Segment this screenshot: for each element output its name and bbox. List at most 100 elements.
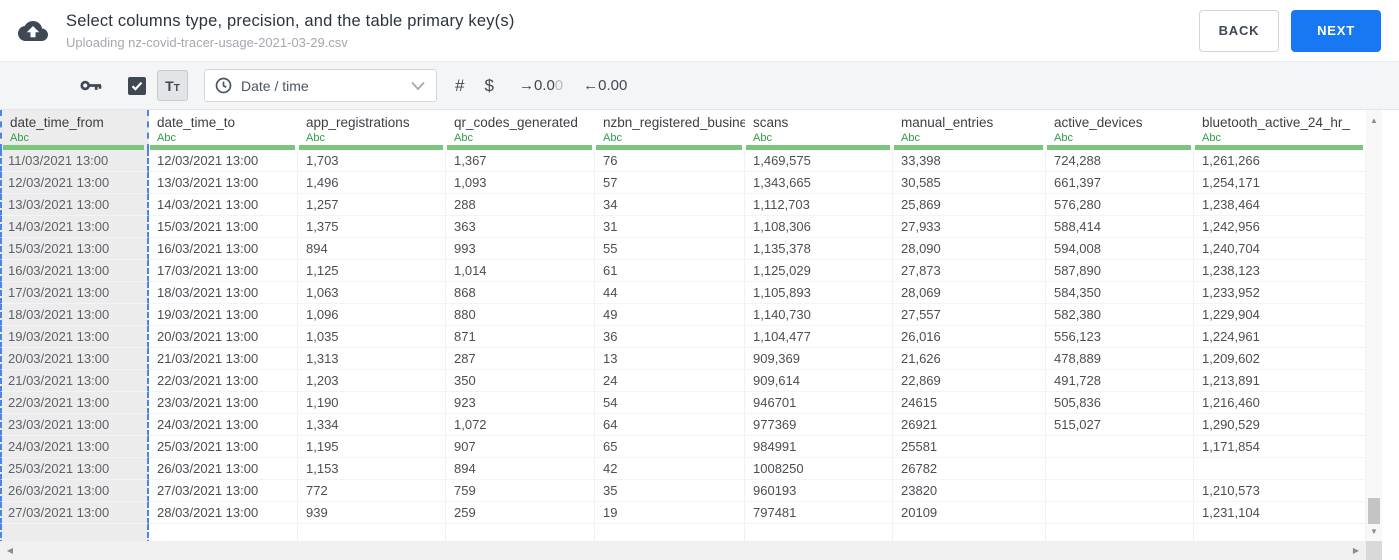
column-name: nzbn_registered_busine: [603, 115, 745, 130]
column-name: active_devices: [1054, 115, 1143, 130]
cell-scans: 1,125,029: [745, 260, 893, 282]
vertical-scrollbar-thumb[interactable]: [1368, 498, 1380, 524]
primary-key-icon[interactable]: [80, 78, 103, 93]
column-header-nzbn_registered_busine[interactable]: nzbn_registered_busine Abc: [595, 110, 745, 150]
table-row: 11/03/2021 13:00 12/03/2021 13:00 1,703 1,3…: [0, 150, 1366, 172]
cell-scans: 797481: [745, 502, 893, 524]
column-header-scans[interactable]: scans Abc: [745, 110, 893, 150]
cell-bluetooth_active_24_hr_: 1,238,123: [1194, 260, 1366, 282]
decrease-decimal-button[interactable]: ←0.00: [583, 77, 628, 94]
column-header-bluetooth_active_24_hr_[interactable]: bluetooth_active_24_hr_ Abc: [1194, 110, 1366, 150]
column-header-date_time_to[interactable]: date_time_to Abc: [149, 110, 298, 150]
cell-date_time_to: 20/03/2021 13:00: [149, 326, 298, 348]
cell-date_time_from: 17/03/2021 13:00: [0, 282, 149, 304]
cell-active_devices: 594,008: [1046, 238, 1194, 260]
cell-bluetooth_active_24_hr_: 1,229,904: [1194, 304, 1366, 326]
cell-app_registrations: [298, 524, 446, 541]
table-row: 21/03/2021 13:00 22/03/2021 13:00 1,203 350…: [0, 370, 1366, 392]
column-name: qr_codes_generated: [454, 115, 578, 130]
currency-type-button[interactable]: $: [484, 75, 494, 95]
cell-date_time_to: 21/03/2021 13:00: [149, 348, 298, 370]
header-titles: Select columns type, precision, and the …: [66, 12, 515, 50]
datetime-type-select-value: Date / time: [241, 77, 309, 94]
cell-scans: 1,140,730: [745, 304, 893, 326]
cell-active_devices: [1046, 524, 1194, 541]
table-row: [0, 524, 1366, 541]
cell-date_time_from: [0, 524, 149, 541]
cell-qr_codes_generated: 880: [446, 304, 595, 326]
cell-qr_codes_generated: 350: [446, 370, 595, 392]
cell-nzbn_registered_busine: [595, 524, 745, 541]
cell-scans: 946701: [745, 392, 893, 414]
cell-qr_codes_generated: 259: [446, 502, 595, 524]
table-row: 25/03/2021 13:00 26/03/2021 13:00 1,153 894…: [0, 458, 1366, 480]
table-row: 13/03/2021 13:00 14/03/2021 13:00 1,257 288…: [0, 194, 1366, 216]
cell-manual_entries: 26782: [893, 458, 1046, 480]
cell-qr_codes_generated: 993: [446, 238, 595, 260]
horizontal-scrollbar[interactable]: ◀ ▶: [0, 541, 1366, 560]
vertical-scrollbar[interactable]: ▲ ▼: [1366, 110, 1382, 541]
cell-active_devices: 582,380: [1046, 304, 1194, 326]
page-title: Select columns type, precision, and the …: [66, 11, 515, 30]
cell-bluetooth_active_24_hr_: 1,238,464: [1194, 194, 1366, 216]
cell-app_registrations: 1,063: [298, 282, 446, 304]
cell-active_devices: 491,728: [1046, 370, 1194, 392]
cell-manual_entries: 28,069: [893, 282, 1046, 304]
increase-decimal-button[interactable]: →0.00: [519, 77, 563, 94]
next-button[interactable]: NEXT: [1291, 9, 1381, 52]
column-header-date_time_from[interactable]: date_time_from Abc: [0, 110, 149, 150]
scroll-left-arrow-icon[interactable]: ◀: [6, 546, 14, 555]
column-type-label: Abc: [454, 132, 473, 144]
table-row: 15/03/2021 13:00 16/03/2021 13:00 894 993 55…: [0, 238, 1366, 260]
column-header-active_devices[interactable]: active_devices Abc: [1046, 110, 1194, 150]
cell-date_time_from: 18/03/2021 13:00: [0, 304, 149, 326]
cell-scans: 1,343,665: [745, 172, 893, 194]
cell-app_registrations: 1,313: [298, 348, 446, 370]
cell-date_time_from: 15/03/2021 13:00: [0, 238, 149, 260]
column-header-app_registrations[interactable]: app_registrations Abc: [298, 110, 446, 150]
number-type-button[interactable]: #: [455, 75, 465, 95]
cell-manual_entries: 30,585: [893, 172, 1046, 194]
cell-qr_codes_generated: 363: [446, 216, 595, 238]
cell-qr_codes_generated: 907: [446, 436, 595, 458]
table-row: 24/03/2021 13:00 25/03/2021 13:00 1,195 907…: [0, 436, 1366, 458]
cell-nzbn_registered_busine: 42: [595, 458, 745, 480]
cell-qr_codes_generated: [446, 524, 595, 541]
scroll-down-arrow-icon[interactable]: ▼: [1370, 526, 1378, 536]
cell-manual_entries: 33,398: [893, 150, 1046, 172]
column-header-manual_entries[interactable]: manual_entries Abc: [893, 110, 1046, 150]
back-button[interactable]: BACK: [1199, 9, 1279, 52]
column-name: bluetooth_active_24_hr_: [1202, 115, 1350, 130]
column-type-indicator: [746, 145, 890, 150]
column-header-qr_codes_generated[interactable]: qr_codes_generated Abc: [446, 110, 595, 150]
cell-qr_codes_generated: 894: [446, 458, 595, 480]
header-actions: BACK NEXT: [1199, 9, 1381, 52]
cell-active_devices: 587,890: [1046, 260, 1194, 282]
cell-bluetooth_active_24_hr_: 1,233,952: [1194, 282, 1366, 304]
scroll-up-arrow-icon[interactable]: ▲: [1370, 115, 1378, 125]
cell-nzbn_registered_busine: 31: [595, 216, 745, 238]
column-name: app_registrations: [306, 115, 410, 130]
cell-active_devices: 584,350: [1046, 282, 1194, 304]
cell-date_time_from: 27/03/2021 13:00: [0, 502, 149, 524]
cell-app_registrations: 1,334: [298, 414, 446, 436]
cell-manual_entries: 23820: [893, 480, 1046, 502]
datetime-type-select[interactable]: Date / time: [204, 69, 437, 102]
cell-qr_codes_generated: 1,072: [446, 414, 595, 436]
cell-app_registrations: 1,035: [298, 326, 446, 348]
cell-app_registrations: 1,257: [298, 194, 446, 216]
column-type-label: Abc: [603, 132, 622, 144]
scrollbar-corner: [1366, 541, 1382, 560]
table-row: 20/03/2021 13:00 21/03/2021 13:00 1,313 287…: [0, 348, 1366, 370]
boolean-type-checkbox[interactable]: [128, 76, 146, 95]
cell-bluetooth_active_24_hr_: 1,213,891: [1194, 370, 1366, 392]
cell-manual_entries: 24615: [893, 392, 1046, 414]
column-type-label: Abc: [306, 132, 325, 144]
increase-decimal-label: →0.0: [518, 77, 555, 94]
cell-active_devices: 478,889: [1046, 348, 1194, 370]
text-type-button[interactable]: Tt: [157, 70, 188, 101]
scroll-right-arrow-icon[interactable]: ▶: [1352, 546, 1360, 555]
cell-qr_codes_generated: 759: [446, 480, 595, 502]
column-type-indicator: [3, 145, 144, 150]
cell-active_devices: 724,288: [1046, 150, 1194, 172]
